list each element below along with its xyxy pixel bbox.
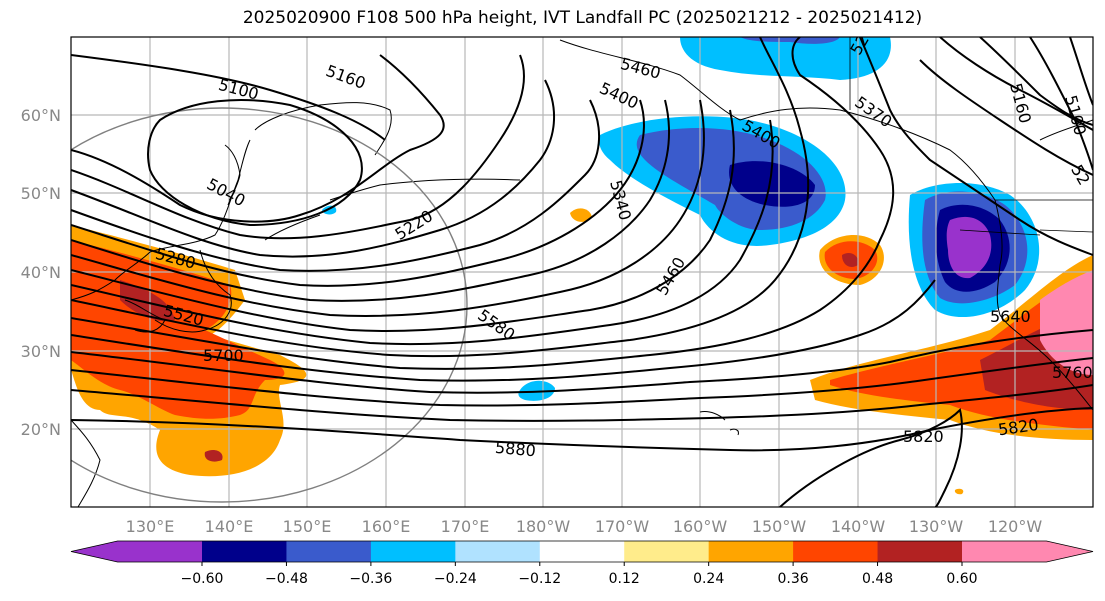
lon-tick-label: 170°W <box>595 517 650 536</box>
lon-tick-label: 160°W <box>673 517 728 536</box>
colorbar-tick-label: −0.24 <box>434 571 477 587</box>
contour-label: 5640 <box>990 307 1031 326</box>
colorbar-arrow-left <box>71 541 202 562</box>
colorbar-tick-label: −0.12 <box>518 571 561 587</box>
contour-label: 5760 <box>1052 363 1093 382</box>
contour-label: 5880 <box>494 438 536 460</box>
lon-tick-label: 140°E <box>205 517 254 536</box>
colorbar-segment <box>455 541 541 562</box>
borders <box>849 37 1093 236</box>
lat-tick-label: 20°N <box>21 420 61 439</box>
height-contours <box>71 37 1093 507</box>
colorbar-arrow-right <box>962 541 1093 562</box>
lat-tick-label: 50°N <box>21 184 61 203</box>
lon-tick-label: 120°W <box>988 517 1043 536</box>
colorbar-outline <box>70 540 1094 563</box>
colorbar-segment <box>202 541 287 562</box>
colorbar-segment <box>370 541 456 562</box>
colorbar-tick-label: −0.36 <box>349 571 392 587</box>
lon-tick-label: 150°E <box>283 517 332 536</box>
lon-tick-label: 130°E <box>126 517 175 536</box>
colorbar-tick-label: −0.48 <box>265 571 308 587</box>
lon-tick-label: 170°E <box>441 517 490 536</box>
colorbar-segment <box>793 541 879 562</box>
contour-label: 5700 <box>203 346 244 365</box>
lon-tick-label: 130°W <box>909 517 964 536</box>
region-circle <box>71 107 468 503</box>
colorbar-tick-label: 0.48 <box>862 571 893 587</box>
lat-tick-label: 60°N <box>21 106 61 125</box>
colorbar: −0.60 −0.48 −0.36 −0.24 −0.12 0.12 0.24 0.36 0.4… <box>70 540 1094 587</box>
graticule <box>71 37 1093 507</box>
colorbar-tick-label: 0.12 <box>609 571 640 587</box>
map-title: 2025020900 F108 500 hPa height, IVT Land… <box>242 8 923 28</box>
lat-ticks: 60°N 50°N 40°N 30°N 20°N <box>21 106 61 439</box>
lat-tick-label: 30°N <box>21 342 61 361</box>
ivt-positive-shading <box>71 208 1093 495</box>
colorbar-tick-label: 0.24 <box>693 571 724 587</box>
colorbar-segment <box>624 541 710 562</box>
colorbar-segment <box>877 541 963 562</box>
contour-label: 5820 <box>903 427 944 446</box>
colorbar-segment <box>286 541 372 562</box>
colorbar-tick-label: −0.60 <box>181 571 224 587</box>
colorbar-tick-label: 0.36 <box>778 571 809 587</box>
colorbar-segment <box>708 541 794 562</box>
lon-tick-label: 150°W <box>752 517 807 536</box>
lon-tick-label: 140°W <box>831 517 886 536</box>
lon-tick-label: 160°E <box>362 517 411 536</box>
colorbar-tick-label: 0.60 <box>946 571 977 587</box>
colorbar-segment <box>539 541 625 562</box>
plot-frame <box>70 36 1094 508</box>
lon-tick-label: 180°W <box>516 517 571 536</box>
lat-tick-label: 40°N <box>21 263 61 282</box>
lon-ticks: 130°E 140°E 150°E 160°E 170°E 180°W 170°… <box>126 517 1043 536</box>
